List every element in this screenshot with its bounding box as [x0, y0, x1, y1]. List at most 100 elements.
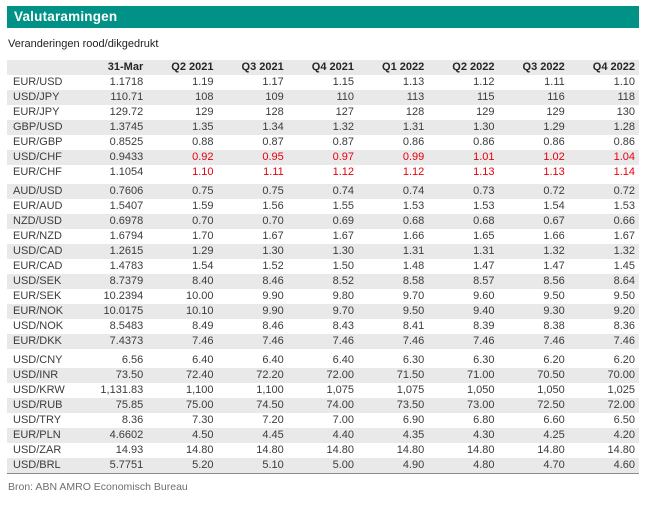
forecast-value-cell: 1.13	[543, 166, 565, 178]
forecast-value-cell: 4.25	[543, 429, 565, 441]
group-separator	[7, 180, 639, 184]
pair-label: USD/TRY	[13, 414, 62, 426]
pair-label: EUR/AUD	[13, 200, 63, 212]
forecast-value-cell: 1.67	[332, 230, 354, 242]
spot-value-cell: 8.5483	[109, 320, 144, 332]
spot-value-cell: 129.72	[109, 106, 144, 118]
forecast-value-cell: 9.50	[402, 305, 425, 317]
forecast-value-cell: 0.73	[473, 185, 495, 197]
pair-label: USD/INR	[13, 369, 59, 381]
table-row: EUR/CHF 1.1054 1.10 1.11 1.12 1.12 1.13 1.13 1.1…	[7, 165, 639, 180]
forecast-value-cell: 1.66	[402, 230, 425, 242]
forecast-value-cell: 7.30	[192, 414, 214, 426]
forecast-value-cell: 4.30	[473, 429, 495, 441]
forecast-value-cell: 0.99	[402, 151, 425, 163]
forecast-value-cell: 4.45	[262, 429, 284, 441]
forecast-value-cell: 9.70	[402, 290, 425, 302]
forecast-value-cell: 8.52	[332, 275, 354, 287]
forecast-value-cell: 1.34	[262, 121, 284, 133]
forecast-value-cell: 5.20	[192, 459, 214, 471]
forecast-value-cell: 0.92	[192, 151, 214, 163]
panel-title: Valutaramingen	[14, 9, 118, 24]
forecast-value-cell: 0.87	[332, 136, 354, 148]
forecast-value-cell: 14.80	[466, 444, 495, 456]
forecast-value-cell: 1.54	[192, 260, 214, 272]
panel-title-bar: Valutaramingen	[7, 6, 639, 28]
table-row: EUR/NZD 1.6794 1.70 1.67 1.67 1.66 1.65 1.66 1.6…	[7, 229, 639, 244]
forecast-value-cell: 10.10	[185, 305, 214, 317]
table-row: USD/BRL 5.7751 5.20 5.10 5.00 4.90 4.80 4.70 4.6…	[7, 458, 639, 474]
forecast-value-cell: 6.30	[473, 354, 495, 366]
forecast-value-cell: 4.90	[402, 459, 425, 471]
column-header: Q3 2021	[241, 61, 284, 73]
spot-value-cell: 10.2394	[103, 290, 144, 302]
forecast-value-cell: 1.17	[262, 76, 284, 88]
forecast-value-cell: 8.57	[473, 275, 495, 287]
pair-label: EUR/CAD	[13, 260, 63, 272]
spot-value-cell: 14.93	[115, 444, 144, 456]
forecast-value-cell: 1.14	[613, 166, 635, 178]
forecast-value-cell: 1,100	[185, 384, 214, 396]
group-separator-cell	[7, 180, 639, 184]
spot-value-cell: 1.6794	[109, 230, 144, 242]
forecast-value-cell: 129	[546, 106, 565, 118]
forecast-value-cell: 9.80	[332, 290, 354, 302]
header-row: 31-Mar Q2 2021 Q3 2021 Q4 2021 Q1 2022 Q2 202…	[7, 60, 639, 75]
forecast-value-cell: 4.80	[473, 459, 495, 471]
forecast-value-cell: 14.80	[185, 444, 214, 456]
forecast-value-cell: 14.80	[326, 444, 354, 456]
forecast-value-cell: 8.58	[402, 275, 425, 287]
table-row: USD/JPY 110.71 108 109 110 113 115 116 118	[7, 90, 639, 105]
forecast-value-cell: 0.68	[473, 215, 495, 227]
forecast-value-cell: 0.72	[613, 185, 635, 197]
table-row: USD/SEK 8.7379 8.40 8.46 8.52 8.58 8.57 8.56 8.6…	[7, 274, 639, 289]
pair-label: EUR/PLN	[13, 429, 61, 441]
pair-column-header	[7, 60, 77, 75]
forecast-value-cell: 6.40	[332, 354, 354, 366]
forecast-value-cell: 70.00	[607, 369, 635, 381]
forecast-value-cell: 7.46	[192, 335, 214, 347]
pair-label: EUR/NZD	[13, 230, 62, 242]
table-row: USD/KRW 1,131.83 1,100 1,100 1,075 1,075 1,050…	[7, 383, 639, 398]
forecast-value-cell: 1.32	[613, 245, 635, 257]
forecast-value-cell: 0.66	[613, 215, 635, 227]
forecast-value-cell: 74.50	[256, 399, 284, 411]
pair-label: USD/BRL	[13, 459, 61, 471]
forecast-value-cell: 1.10	[613, 76, 635, 88]
spot-value-cell: 110.71	[110, 91, 144, 103]
forecast-value-cell: 72.00	[326, 369, 354, 381]
forecast-value-cell: 75.00	[185, 399, 214, 411]
forecast-value-cell: 4.40	[332, 429, 354, 441]
spot-value-cell: 0.6978	[109, 215, 144, 227]
forecast-value-cell: 0.86	[543, 136, 565, 148]
forecast-value-cell: 9.50	[543, 290, 565, 302]
pair-label: USD/SEK	[13, 275, 62, 287]
forecast-value-cell: 115	[476, 91, 495, 103]
forecast-value-cell: 1.11	[263, 166, 284, 178]
forecast-value-cell: 1.13	[473, 166, 495, 178]
forecast-value-cell: 0.97	[332, 151, 354, 163]
table-row: EUR/AUD 1.5407 1.59 1.56 1.55 1.53 1.53 1.54 1.5…	[7, 199, 639, 214]
forecast-value-cell: 4.35	[402, 429, 425, 441]
forecast-value-cell: 1.53	[402, 200, 425, 212]
pair-label: EUR/CHF	[13, 166, 62, 178]
forecast-value-cell: 1.50	[332, 260, 354, 272]
group-separator	[7, 349, 639, 353]
forecast-value-cell: 1.32	[332, 121, 354, 133]
forecast-value-cell: 4.50	[192, 429, 214, 441]
forecast-value-cell: 1.30	[262, 245, 284, 257]
forecast-value-cell: 1.47	[543, 260, 565, 272]
table-header: 31-Mar Q2 2021 Q3 2021 Q4 2021 Q1 2022 Q2 202…	[7, 60, 639, 75]
spot-value-cell: 8.36	[121, 414, 144, 426]
pair-label: USD/CNY	[13, 354, 63, 366]
forecast-value-cell: 8.38	[543, 320, 565, 332]
forecast-value-cell: 1.52	[262, 260, 284, 272]
forecast-value-cell: 1.12	[402, 166, 425, 178]
forecast-value-cell: 71.00	[466, 369, 495, 381]
forecast-value-cell: 8.41	[402, 320, 425, 332]
group-separator-cell	[7, 349, 639, 353]
table-row: USD/ZAR 14.93 14.80 14.80 14.80 14.80 14.80 14.…	[7, 443, 639, 458]
pair-label: EUR/DKK	[13, 335, 62, 347]
forecast-value-cell: 109	[265, 91, 284, 103]
